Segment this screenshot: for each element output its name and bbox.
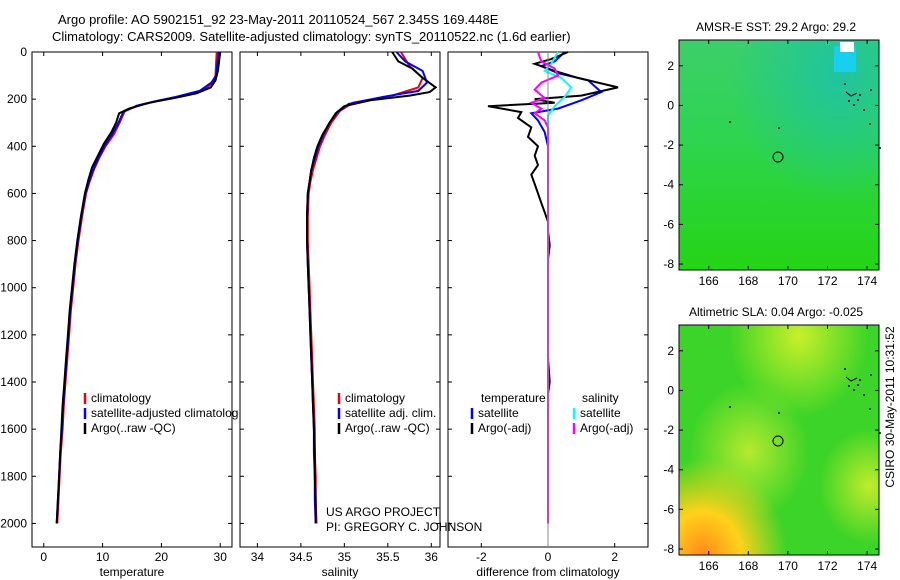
salinity-series-argo — [306, 51, 438, 524]
difference-xtick-label: 0 — [545, 550, 552, 564]
sst-map-panel: AMSR-E SST: 29.2 Argo: 29.2 166 168 170 172… — [663, 20, 881, 288]
difference-legend-entry: Argo(-adj) — [478, 421, 531, 435]
sst-map-ytick-label: -6 — [663, 217, 674, 231]
depth-tick-label: 800 — [7, 234, 27, 248]
sst-map-xtick-label: 166 — [699, 274, 719, 288]
depth-tick-label: 1800 — [0, 469, 27, 483]
sla-map-ytick-label: -4 — [663, 463, 674, 477]
sla-map-ytick-label: -6 — [663, 502, 674, 516]
depth-tick-label: 1400 — [0, 375, 27, 389]
sla-map-ytick-label: 2 — [667, 344, 674, 358]
difference-series-temperature-argo — [487, 51, 619, 524]
difference-legend-entry: satellite — [478, 406, 519, 420]
salinity-xtick-label: 35 — [338, 550, 352, 564]
depth-tick-label: 1000 — [0, 281, 27, 295]
temperature-xtick-label: 10 — [96, 550, 110, 564]
sla-map-title: Altimetric SLA: 0.04 Argo: -0.025 — [689, 305, 863, 319]
difference-xtick-label: -2 — [476, 550, 487, 564]
temperature-series-argo — [55, 51, 222, 524]
sla-map-ytick-label: 0 — [667, 383, 674, 397]
sst-map-xtick-label: 170 — [778, 274, 798, 288]
difference-legend-header-salinity: salinity — [582, 391, 619, 405]
sst-map-title: AMSR-E SST: 29.2 Argo: 29.2 — [696, 20, 856, 34]
sla-map-ytick-label: -2 — [663, 423, 674, 437]
sst-map-cloud-gap — [834, 46, 856, 72]
sst-map-xtick-label: 172 — [817, 274, 837, 288]
project-label-line1: US ARGO PROJECT — [326, 505, 441, 519]
sst-map-xtick-label: 174 — [857, 274, 877, 288]
sst-map-ytick-label: -4 — [663, 178, 674, 192]
figure-title-line1: Argo profile: AO 5902151_92 23-May-2011 … — [58, 12, 499, 27]
difference-series-salinity-argo — [528, 51, 560, 524]
depth-tick-label: 2000 — [0, 516, 27, 530]
sla-map-xtick-label: 166 — [699, 559, 719, 573]
sst-map-teal-region — [679, 40, 879, 270]
depth-tick-label: 0 — [20, 45, 27, 59]
salinity-series-climatology — [306, 51, 424, 524]
difference-xlabel: difference from climatology — [476, 565, 619, 579]
temperature-legend-entry: climatology — [91, 391, 151, 405]
salinity-legend-entry: climatology — [345, 391, 405, 405]
sla-map-orange-southwest — [679, 325, 879, 555]
sla-map-xtick-label: 172 — [817, 559, 837, 573]
difference-legend-entry: Argo(-adj) — [580, 421, 633, 435]
sst-map-ytick-label: -8 — [663, 257, 674, 271]
difference-series-temperature-satellite — [529, 51, 604, 524]
depth-tick-label: 200 — [7, 92, 27, 106]
sla-map-ytick-label: -8 — [663, 542, 674, 556]
temperature-xtick-label: 30 — [214, 550, 228, 564]
salinity-xtick-label: 36 — [425, 550, 439, 564]
difference-xtick-label: 2 — [611, 550, 618, 564]
temperature-panel: 0 10 20 30 temperature 0 200 400 600 800 1000 1200 1… — [0, 45, 238, 579]
sst-map-ytick-label: 2 — [667, 59, 674, 73]
sst-map-xtick-label: 168 — [738, 274, 758, 288]
temperature-legend-entry: Argo(..raw -QC) — [91, 421, 176, 435]
figure-title-line2: Climatology: CARS2009. Satellite-adjuste… — [52, 29, 571, 44]
temperature-xtick-label: 0 — [40, 550, 47, 564]
salinity-panel: 34 34.5 35 35.5 36 salinity climatologysatelli… — [239, 51, 441, 579]
sla-map-xtick-label: 170 — [778, 559, 798, 573]
salinity-series-satellite-adj-clim- — [306, 51, 429, 524]
salinity-xtick-label: 35.5 — [376, 550, 400, 564]
temperature-series-satellite-adjusted-climatology — [55, 51, 220, 524]
temperature-series-climatology — [56, 51, 218, 524]
project-label-line2: PI: GREGORY C. JOHNSON — [326, 520, 482, 534]
salinity-axes-box — [239, 51, 441, 548]
temperature-axes-box — [31, 51, 233, 548]
sst-map-ytick-label: 0 — [667, 98, 674, 112]
temperature-legend-entry: satellite-adjusted climatolog — [91, 406, 238, 420]
depth-tick-label: 1600 — [0, 422, 27, 436]
salinity-legend-entry: satellite adj. clim. — [345, 406, 436, 420]
sla-map-islands — [729, 368, 881, 434]
depth-tick-label: 600 — [7, 186, 27, 200]
salinity-xtick-label: 34.5 — [289, 550, 313, 564]
sst-map-missing-data — [840, 42, 854, 52]
salinity-xlabel: salinity — [322, 565, 359, 579]
salinity-xtick-label: 34 — [251, 550, 265, 564]
temperature-xtick-label: 20 — [155, 550, 169, 564]
difference-legend-entry: satellite — [580, 406, 621, 420]
depth-tick-label: 1200 — [0, 328, 27, 342]
sst-map-argo-marker — [772, 151, 784, 163]
sla-map-xtick-label: 168 — [738, 559, 758, 573]
depth-tick-label: 400 — [7, 139, 27, 153]
difference-legend-header-temperature: temperature — [481, 391, 546, 405]
sla-map-argo-marker — [772, 435, 784, 447]
sla-map-panel: Altimetric SLA: 0.04 Argo: -0.025 166 168… — [663, 305, 881, 573]
sst-map-ytick-label: -2 — [663, 138, 674, 152]
sla-map-xtick-label: 174 — [857, 559, 877, 573]
temperature-xlabel: temperature — [100, 565, 165, 579]
salinity-legend-entry: Argo(..raw -QC) — [345, 421, 430, 435]
